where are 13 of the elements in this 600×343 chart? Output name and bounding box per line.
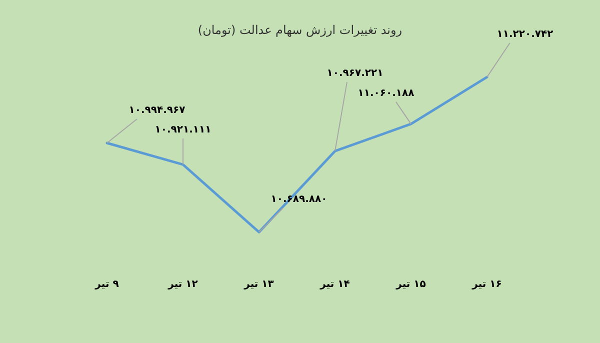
data-label: ۱۰.۹۲۱.۱۱۱: [154, 124, 212, 136]
x-tick-label: ۱۲ تیر: [167, 279, 198, 290]
data-label: ۱۱.۲۲۰.۷۴۲: [496, 29, 554, 40]
chart-title: روند تغییرات ارزش سهام عدالت (تومان): [198, 23, 402, 37]
data-label: ۱۰.۹۹۴.۹۶۷: [128, 104, 186, 116]
x-tick-label: ۱۴ تیر: [319, 279, 350, 290]
x-tick-label: ۱۳ تیر: [243, 279, 274, 290]
data-label: ۱۱.۰۶۰.۱۸۸: [358, 88, 414, 99]
x-tick-label: ۱۶ تیر: [471, 279, 502, 290]
data-label: ۱۰.۹۶۷.۲۲۱: [326, 68, 384, 80]
data-label: ۱۰.۶۸۹.۸۸۰: [270, 194, 328, 206]
x-tick-label: ۹ تیر: [94, 279, 119, 290]
x-tick-label: ۱۵ تیر: [395, 279, 426, 290]
